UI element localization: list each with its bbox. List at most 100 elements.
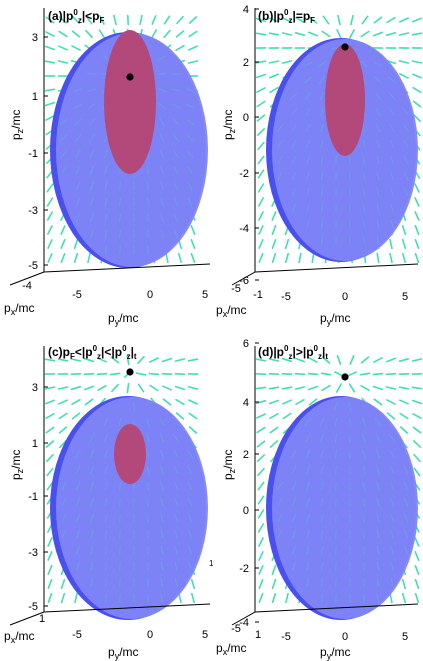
x-axis-label: px/mc [216, 641, 247, 657]
field-line [187, 466, 193, 474]
field-line [76, 545, 80, 555]
field-line [118, 417, 122, 427]
field-line [146, 433, 150, 443]
field-line [376, 235, 380, 245]
field-line [257, 509, 265, 519]
field-line [174, 213, 178, 223]
field-line [349, 354, 355, 366]
field-line [71, 30, 81, 38]
field-line [305, 418, 311, 426]
y-tick-label: 0 [342, 631, 348, 643]
field-line [188, 30, 198, 38]
field-line [385, 357, 397, 363]
x-axis-label: px/mc [216, 303, 247, 319]
field-line [269, 412, 279, 420]
field-line [84, 385, 94, 391]
field-line [403, 497, 409, 507]
field-line [76, 497, 80, 507]
field-line [110, 356, 120, 364]
field-line [305, 434, 311, 442]
field-line [188, 412, 198, 420]
field-line [372, 385, 384, 391]
field-line [87, 252, 91, 264]
field-line [294, 31, 306, 37]
field-line [376, 481, 380, 491]
field-line [362, 139, 366, 149]
field-line [284, 252, 290, 264]
field-line [414, 550, 420, 562]
field-line [57, 386, 69, 390]
field-line [321, 30, 331, 38]
z-tick-label: 0 [243, 112, 249, 124]
panel-c: 3 1 -1 -3 -5 -5 0 5 1 (c)pF<|p0z|<|p0z|t pz/mc px/m… [4, 344, 211, 661]
z-tick-label: 6 [243, 338, 249, 350]
field-line [320, 155, 324, 165]
field-line [385, 31, 397, 37]
x-tick-label: -4 [22, 280, 32, 292]
field-line [103, 417, 109, 427]
field-line [47, 225, 53, 235]
field-line [75, 181, 81, 191]
field-line [320, 513, 324, 523]
field-line [414, 197, 420, 207]
field-line [147, 545, 149, 555]
field-line [174, 481, 178, 491]
panel-title: (c)pF<|p0z|<|p0z|t [48, 344, 137, 361]
field-line [320, 449, 324, 459]
field-line [90, 181, 94, 191]
field-line [403, 513, 409, 523]
field-line [75, 150, 81, 158]
field-line [362, 433, 366, 443]
field-line [74, 592, 78, 604]
field-line [320, 372, 332, 376]
y-tick-label: 0 [147, 629, 153, 641]
z-tick-label: 4 [243, 4, 249, 16]
field-line [322, 15, 330, 25]
field-line [363, 561, 365, 571]
field-line [363, 593, 365, 603]
field-line [258, 253, 264, 264]
field-line [268, 73, 280, 79]
field-line [257, 169, 265, 179]
field-line [414, 239, 420, 249]
field-line [44, 88, 56, 92]
field-line [376, 187, 380, 197]
field-line [190, 239, 196, 249]
field-line [281, 357, 293, 363]
field-line [335, 155, 337, 165]
field-line [174, 385, 186, 391]
field-line [45, 426, 55, 434]
field-line [307, 372, 319, 376]
field-line [149, 384, 159, 392]
field-line [255, 32, 267, 36]
field-line [404, 545, 408, 555]
field-line [57, 60, 69, 64]
field-line [399, 412, 409, 420]
field-line [157, 88, 167, 92]
field-line [174, 545, 178, 555]
field-line [320, 187, 324, 197]
field-line [188, 16, 198, 24]
field-line [175, 44, 185, 52]
field-line [373, 398, 383, 406]
field-line [159, 118, 165, 126]
field-line [320, 465, 324, 475]
field-line [334, 417, 338, 427]
field-line [305, 449, 311, 459]
field-line [255, 399, 267, 405]
field-line [73, 88, 83, 92]
field-line [336, 354, 342, 366]
field-line [385, 386, 397, 390]
field-line [161, 357, 173, 363]
field-line [104, 481, 108, 491]
field-line [268, 358, 280, 362]
field-line [360, 356, 370, 364]
field-line [187, 482, 193, 490]
field-line [188, 529, 192, 539]
field-line [90, 165, 94, 175]
field-line [360, 30, 370, 38]
field-line [306, 465, 310, 475]
field-line [162, 398, 172, 406]
field-line [376, 139, 380, 149]
field-line [70, 358, 82, 362]
